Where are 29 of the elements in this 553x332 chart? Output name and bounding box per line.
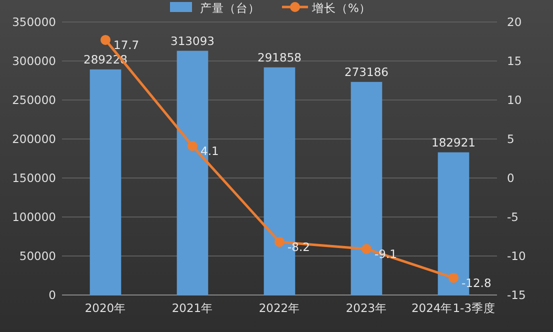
data-label: 17.7: [114, 38, 140, 52]
y-tick-label: 50000: [19, 249, 56, 263]
y2-tick-label: 20: [507, 15, 522, 29]
y2-tick-label: 15: [507, 54, 522, 68]
y2-tick-label: -5: [507, 210, 518, 224]
y-tick-label: 250000: [12, 93, 56, 107]
legend-label: 产量（台）: [200, 1, 260, 15]
data-label: 182921: [432, 135, 476, 150]
x-tick-label: 2020年: [84, 301, 126, 315]
y-tick-label: 350000: [12, 15, 56, 29]
y-tick-label: 300000: [12, 54, 56, 68]
x-tick-label: 2022年: [258, 301, 300, 315]
data-label: 313093: [170, 34, 214, 48]
y-tick-label: 200000: [12, 132, 56, 146]
data-label: 291858: [258, 50, 302, 64]
y-tick-label: 0: [48, 288, 56, 302]
y-tick-label: 100000: [12, 210, 56, 224]
data-label: 273186: [344, 64, 388, 79]
y2-tick-label: -15: [507, 288, 526, 302]
y2-tick-label: -10: [507, 249, 526, 263]
y2-tick-label: 5: [507, 132, 514, 146]
y2-tick-label: 0: [507, 171, 514, 185]
y-tick-label: 150000: [12, 171, 56, 185]
x-tick-label: 2024年1-3季度: [411, 301, 496, 315]
y2-tick-label: 10: [507, 93, 522, 107]
legend-label: 增长（%）: [311, 1, 371, 15]
x-tick-label: 2023年: [346, 301, 388, 315]
x-tick-label: 2021年: [172, 301, 214, 315]
data-label: -9.1: [374, 246, 397, 261]
